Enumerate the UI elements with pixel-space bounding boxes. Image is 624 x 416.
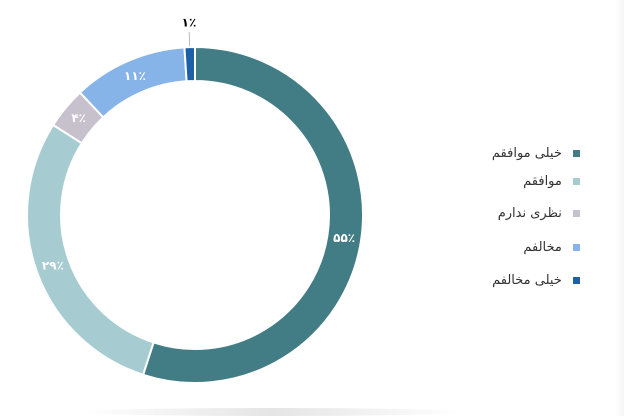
slice-strongly-agree: [141, 45, 364, 384]
right-edge-shade: [616, 0, 624, 416]
legend-label-agree: موافقم: [523, 174, 562, 189]
bottom-shadow: [78, 408, 466, 416]
data-label-no-opinion: ۴٪: [71, 111, 86, 125]
legend-item-strongly-agree: خیلی موافقم: [492, 143, 580, 165]
legend-swatch-strongly-disagree: [573, 277, 580, 284]
legend-swatch-no-opinion: [573, 210, 580, 217]
legend-item-no-opinion: نظری ندارم: [498, 203, 580, 225]
data-label-agree: ۲۹٪: [42, 259, 64, 273]
data-label-strongly-agree: ۵۵٪: [333, 231, 355, 245]
legend-label-no-opinion: نظری ندارم: [497, 206, 562, 221]
legend-item-agree: موافقم: [523, 171, 580, 193]
legend-item-strongly-disagree: خیلی مخالفم: [492, 270, 580, 292]
legend-swatch-agree: [573, 178, 580, 185]
data-label-strongly-disagree: ۱٪: [182, 16, 197, 30]
legend-label-disagree: مخالفم: [523, 240, 562, 255]
legend-item-disagree: مخالفم: [523, 237, 580, 259]
slice-strongly-disagree: [183, 45, 196, 83]
legend-swatch-strongly-agree: [573, 150, 580, 157]
slice-agree: [26, 123, 155, 377]
legend: خیلی موافقم موافقم نظری ندارم مخالفم خیل…: [480, 140, 610, 290]
legend-label-strongly-agree: خیلی موافقم: [491, 146, 562, 161]
data-label-disagree: ۱۱٪: [124, 69, 146, 83]
legend-swatch-disagree: [573, 244, 580, 251]
legend-label-strongly-disagree: خیلی مخالفم: [492, 273, 562, 288]
